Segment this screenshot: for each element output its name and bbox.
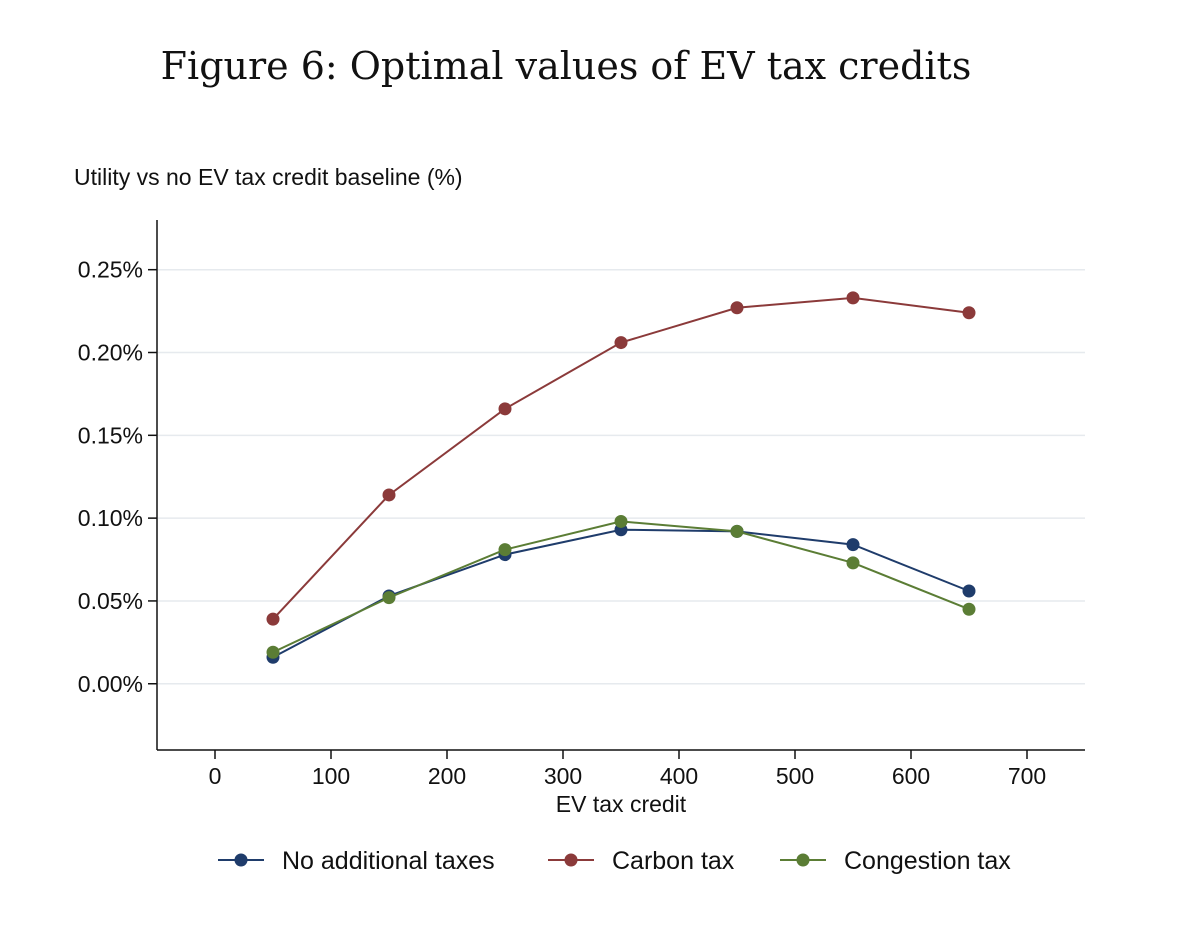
x-tick-label: 200: [428, 763, 466, 789]
legend-item: Carbon tax: [548, 847, 735, 875]
series-3: [266, 514, 976, 659]
y-tick-label: 0.10%: [78, 505, 143, 531]
data-point: [962, 306, 976, 320]
legend-marker: [796, 853, 810, 867]
data-point: [498, 543, 512, 557]
legend-label: Carbon tax: [612, 847, 735, 875]
legend-item: Congestion tax: [780, 847, 1011, 875]
data-point: [382, 488, 396, 502]
legend-marker: [234, 853, 248, 867]
data-point: [614, 514, 628, 528]
data-point: [382, 591, 396, 605]
x-tick-label: 0: [209, 763, 222, 789]
y-tick-label: 0.25%: [78, 257, 143, 283]
x-tick-label: 500: [776, 763, 814, 789]
legend-label: No additional taxes: [282, 847, 495, 875]
data-point: [846, 556, 860, 570]
data-point: [730, 301, 744, 315]
data-point: [846, 538, 860, 552]
y-tick-label: 0.00%: [78, 671, 143, 697]
figure-title: Figure 6: Optimal values of EV tax credi…: [160, 44, 972, 88]
series-line: [272, 520, 970, 654]
grid-lines: [158, 268, 1085, 685]
series-1: [266, 523, 976, 664]
x-axis-title: EV tax credit: [556, 791, 687, 817]
legend-item: No additional taxes: [218, 847, 495, 875]
data-point: [846, 291, 860, 305]
series-layer: [266, 291, 976, 664]
x-tick-label: 600: [892, 763, 930, 789]
y-axis-title: Utility vs no EV tax credit baseline (%): [74, 164, 463, 190]
axes: [156, 220, 1085, 751]
legend-label: Congestion tax: [844, 847, 1011, 875]
data-point: [498, 402, 512, 416]
y-ticks: 0.00% 0.05% 0.10% 0.15% 0.20% 0.25%: [78, 257, 157, 697]
x-tick-label: 300: [544, 763, 582, 789]
data-point: [614, 336, 628, 350]
y-tick-label: 0.05%: [78, 588, 143, 614]
legend-marker: [564, 853, 578, 867]
series-line: [272, 528, 970, 659]
data-point: [266, 612, 280, 626]
series-2: [266, 291, 976, 626]
data-point: [962, 584, 976, 598]
data-point: [962, 602, 976, 616]
y-tick-label: 0.15%: [78, 422, 143, 448]
legend: No additional taxes Carbon tax Congestion …: [218, 847, 1011, 875]
x-tick-label: 700: [1008, 763, 1046, 789]
x-tick-label: 100: [312, 763, 350, 789]
data-point: [266, 645, 280, 659]
x-ticks: 0 100 200 300 400 500 600 700: [209, 750, 1046, 789]
y-tick-label: 0.20%: [78, 340, 143, 366]
data-point: [730, 524, 744, 538]
x-tick-label: 400: [660, 763, 698, 789]
